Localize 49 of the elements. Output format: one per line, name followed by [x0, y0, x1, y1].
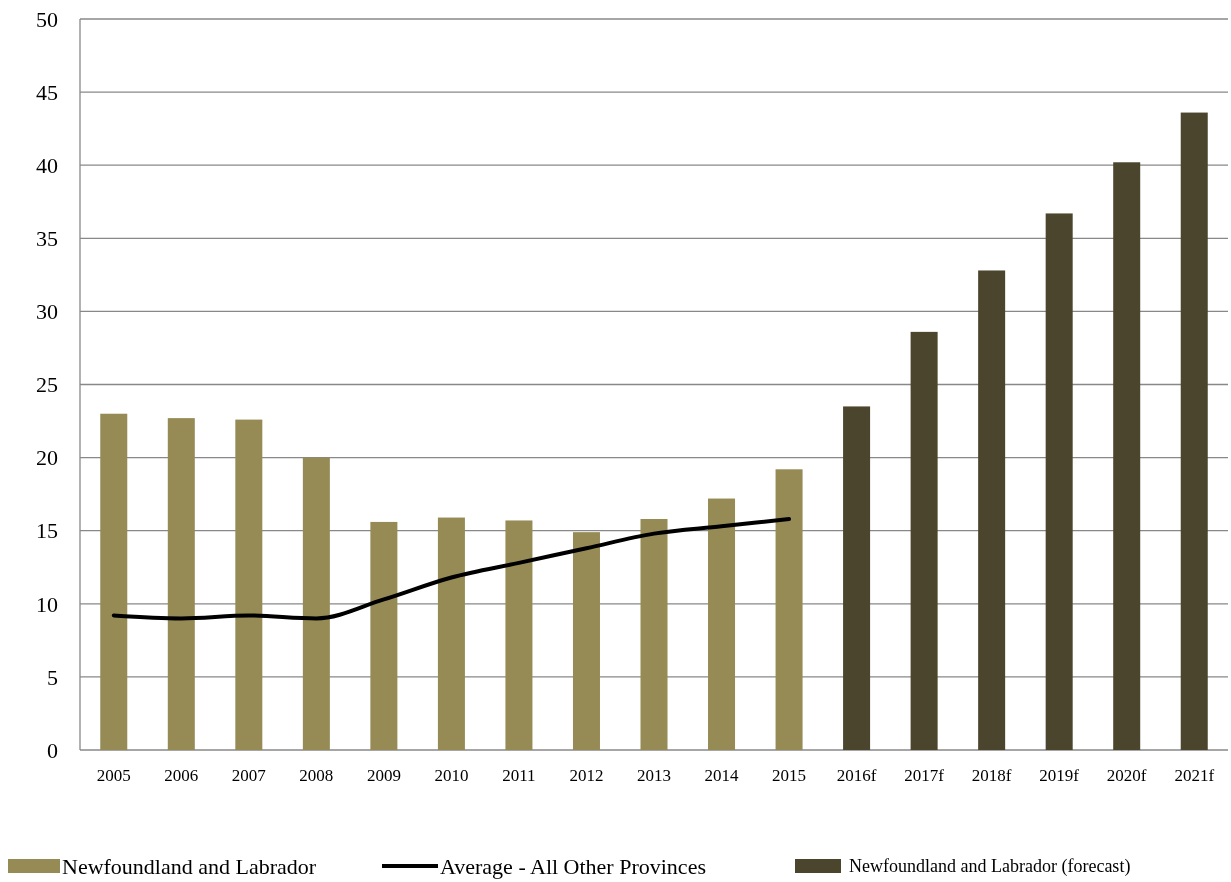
bar [1180, 112, 1208, 750]
bar [978, 270, 1006, 750]
y-tick-label: 50 [36, 6, 58, 32]
x-tick-label: 2012 [569, 766, 604, 785]
y-tick-label: 0 [47, 737, 58, 763]
bar [437, 517, 465, 750]
legend-label: Newfoundland and Labrador (forecast) [849, 856, 1131, 878]
x-tick-label: 2019f [1039, 766, 1080, 785]
x-tick-label: 2017f [904, 766, 945, 785]
bar [1113, 162, 1141, 750]
y-tick-label: 45 [36, 79, 58, 105]
x-tick-label: 2013 [637, 766, 671, 785]
bar [1045, 213, 1073, 750]
y-tick-label: 40 [36, 152, 58, 178]
x-tick-label: 2020f [1106, 766, 1147, 785]
bar [100, 413, 128, 750]
y-tick-label: 25 [36, 372, 58, 398]
x-tick-label: 2010 [434, 766, 469, 785]
x-tick-label: 2011 [502, 766, 536, 785]
bar [167, 418, 195, 750]
x-tick-label: 2016f [836, 766, 877, 785]
bar [572, 532, 600, 750]
bar [708, 498, 736, 750]
x-tick-label: 2006 [164, 766, 199, 785]
x-tick-label: 2021f [1174, 766, 1215, 785]
y-tick-label: 30 [36, 299, 58, 325]
y-tick-label: 15 [36, 518, 58, 544]
bar [843, 406, 871, 750]
bar [302, 457, 330, 750]
x-tick-label: 2007 [231, 766, 267, 785]
y-tick-label: 5 [47, 664, 58, 690]
x-tick-label: 2009 [366, 766, 401, 785]
x-tick-label: 2008 [299, 766, 334, 785]
bar [640, 519, 668, 750]
bar [775, 469, 803, 750]
bar [370, 521, 398, 750]
bar [505, 520, 533, 750]
x-tick-label: 2005 [96, 766, 131, 785]
line-series [111, 517, 792, 621]
x-tick-label: 2014 [704, 766, 740, 785]
y-tick-label: 20 [36, 445, 58, 471]
legend-label: Newfoundland and Labrador [62, 853, 317, 879]
bar [235, 419, 263, 750]
y-tick-label: 35 [36, 226, 58, 251]
legend-label: Average - All Other Provinces [440, 853, 706, 879]
x-tick-label: 2018f [971, 766, 1012, 785]
x-tick-label: 2015 [772, 766, 807, 785]
bar [910, 331, 938, 750]
y-tick-label: 10 [36, 591, 58, 617]
